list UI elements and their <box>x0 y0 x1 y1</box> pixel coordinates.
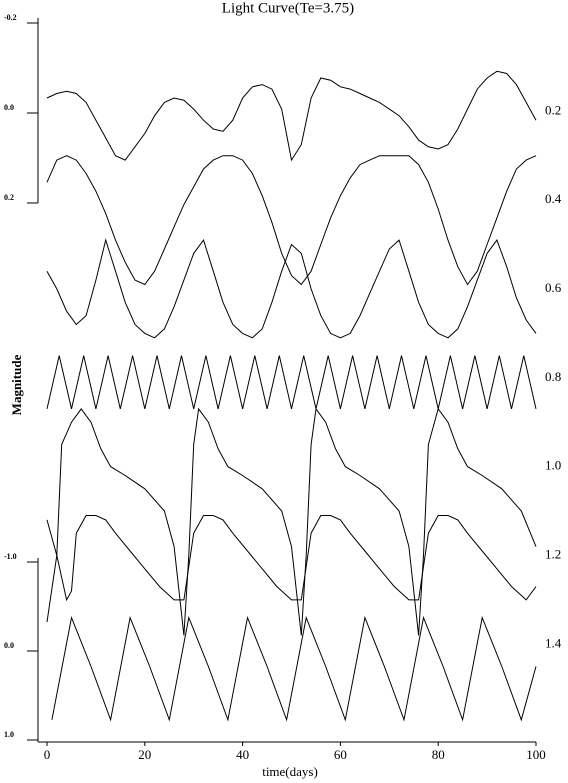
y-tick-label: 0.2 <box>545 102 561 117</box>
light-curve <box>46 407 537 636</box>
scale-tick-label: -0.2 <box>4 13 17 22</box>
x-tick-label: 100 <box>526 747 546 762</box>
scale-tick-label: 0.0 <box>4 103 14 112</box>
x-tick-label: 60 <box>334 747 347 762</box>
scale-tick-label: 1.0 <box>4 730 14 739</box>
x-tick-label: 0 <box>44 747 51 762</box>
x-tick-label: 80 <box>432 747 445 762</box>
chart-title: Light Curve(Te=3.75) <box>222 0 354 16</box>
y-tick-label: 1.2 <box>545 546 561 561</box>
light-curve <box>51 615 537 722</box>
y-tick-label: 0.4 <box>545 191 562 206</box>
x-axis-label: time(days) <box>262 764 318 779</box>
scale-tick-label: 0.2 <box>4 193 14 202</box>
y-tick-label: 0.6 <box>545 280 562 295</box>
y-tick-label: 1.0 <box>545 458 561 473</box>
x-tick-label: 40 <box>236 747 249 762</box>
light-curve <box>46 355 537 410</box>
y-tick-label: 1.4 <box>545 635 562 650</box>
y-axis-label: Magnitude <box>9 354 24 415</box>
scale-tick-label: -1.0 <box>4 552 17 561</box>
light-curve <box>46 70 537 162</box>
x-tick-label: 20 <box>138 747 151 762</box>
scale-tick-label: 0.0 <box>4 641 14 650</box>
light-curve <box>46 155 537 286</box>
light-curve <box>46 515 537 602</box>
light-curve <box>46 238 537 339</box>
y-tick-label: 0.8 <box>545 369 561 384</box>
